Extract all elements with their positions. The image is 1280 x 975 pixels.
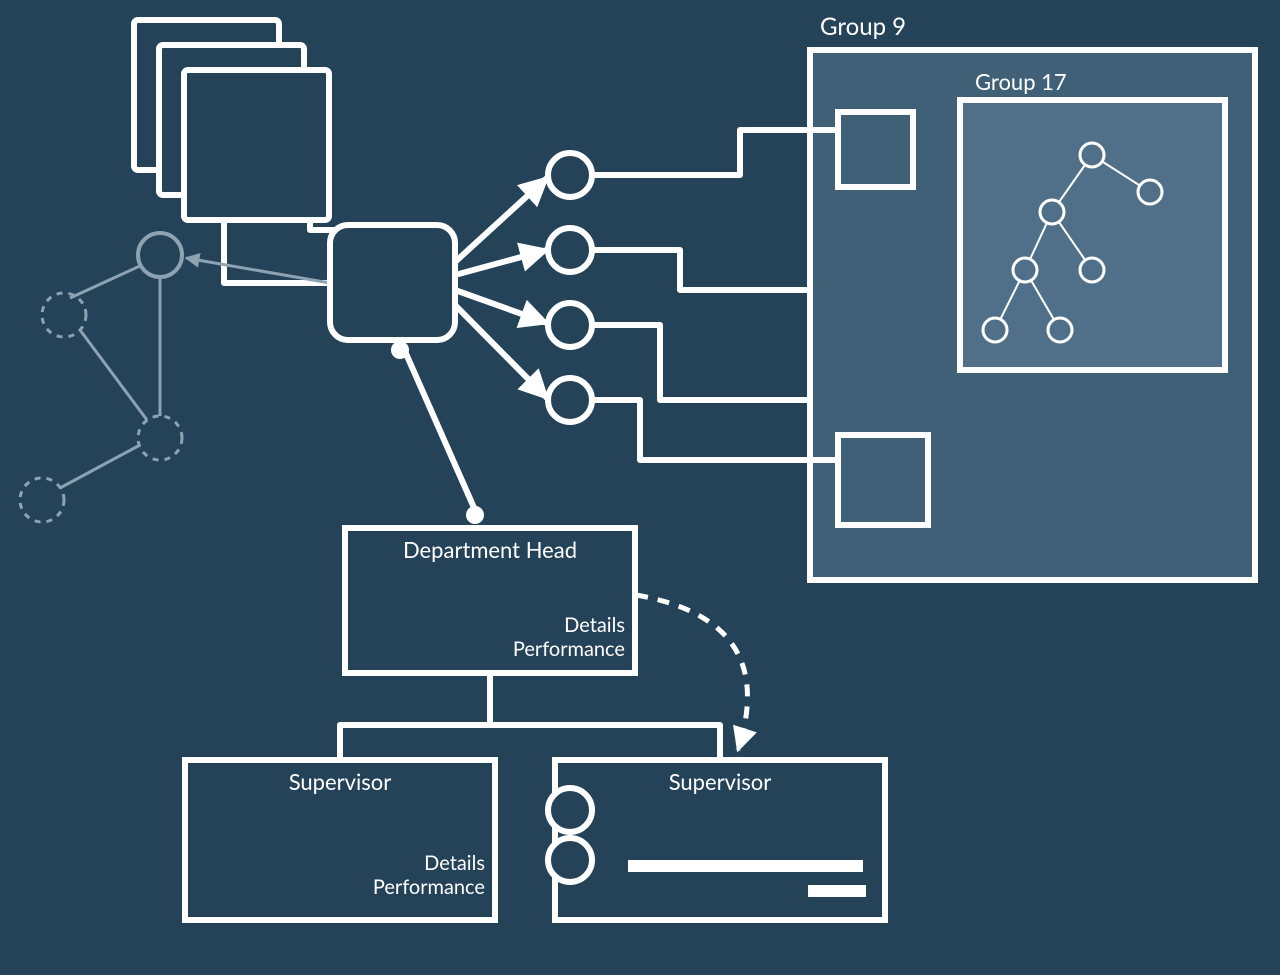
tree-node: [1048, 318, 1072, 342]
diagram-canvas: Group 9Group 17Department HeadDetailsPer…: [0, 0, 1280, 975]
group17-label: Group 17: [975, 68, 1067, 95]
group9-box: [838, 435, 928, 525]
tree-node: [1080, 258, 1104, 282]
supervisor-left-details: Details: [424, 851, 485, 875]
group9-label: Group 9: [820, 12, 906, 41]
fan-circle: [548, 153, 592, 197]
supervisor-left-title: Supervisor: [289, 768, 392, 795]
tree-node: [983, 318, 1007, 342]
tree-node: [1138, 180, 1162, 204]
stacked-doc: [184, 70, 329, 220]
tree-node: [1080, 143, 1104, 167]
supervisor-left-performance: Performance: [373, 875, 485, 899]
connector-dot-start: [391, 341, 409, 359]
tree-node: [1040, 200, 1064, 224]
supervisor-right-port: [548, 838, 592, 882]
supervisor-right-port: [548, 788, 592, 832]
fan-circle: [548, 378, 592, 422]
dept-head-details: Details: [564, 613, 625, 637]
central-node: [330, 225, 455, 340]
faded-node-solid: [138, 233, 182, 277]
dept-head-performance: Performance: [513, 637, 625, 661]
supervisor-right-bar: [628, 860, 863, 872]
supervisor-right-bar: [808, 885, 866, 897]
connector-dot-end: [466, 506, 484, 524]
dept-head-title: Department Head: [403, 536, 577, 563]
tree-node: [1013, 258, 1037, 282]
group9-box: [838, 112, 913, 187]
fan-circle: [548, 228, 592, 272]
supervisor-right-title: Supervisor: [669, 768, 772, 795]
fan-circle: [548, 303, 592, 347]
